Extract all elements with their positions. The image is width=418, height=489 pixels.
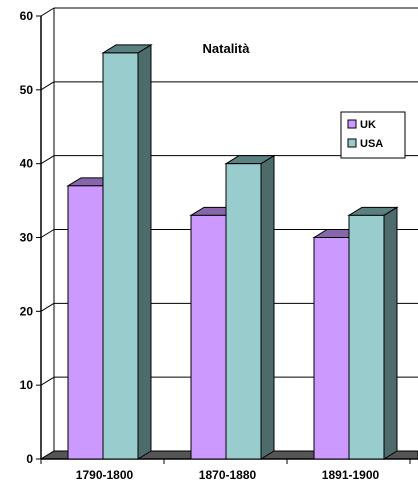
y-tick-label: 20 bbox=[20, 304, 34, 318]
gridline-side bbox=[40, 229, 55, 238]
chart-title: Natalità bbox=[203, 41, 251, 56]
y-tick-label: 30 bbox=[20, 231, 34, 245]
gridline-side bbox=[40, 302, 55, 312]
bar-usa bbox=[101, 44, 153, 460]
gridline-side bbox=[40, 81, 55, 91]
y-tick-label: 40 bbox=[20, 157, 34, 171]
legend: UK USA bbox=[340, 111, 406, 159]
legend-label-uk: UK bbox=[360, 119, 376, 131]
x-tick-label: 1870-1880 bbox=[199, 468, 257, 482]
bars-layer bbox=[66, 44, 399, 460]
y-tick-label: 60 bbox=[20, 9, 34, 23]
bar-usa bbox=[347, 206, 399, 460]
legend-swatch-uk bbox=[347, 119, 357, 129]
gridline-side bbox=[40, 7, 55, 17]
legend-swatch-usa bbox=[347, 138, 357, 148]
bar-usa bbox=[224, 154, 276, 460]
y-tick-label: 0 bbox=[26, 452, 33, 466]
gridline-side bbox=[40, 155, 55, 165]
gridline-side bbox=[40, 376, 55, 386]
x-tick-label: 1790-1800 bbox=[76, 468, 134, 482]
legend-label-usa: USA bbox=[360, 138, 383, 150]
y-tick-label: 10 bbox=[20, 378, 34, 392]
y-tick-label: 50 bbox=[20, 83, 34, 97]
x-tick-label: 1891-1900 bbox=[322, 468, 380, 482]
